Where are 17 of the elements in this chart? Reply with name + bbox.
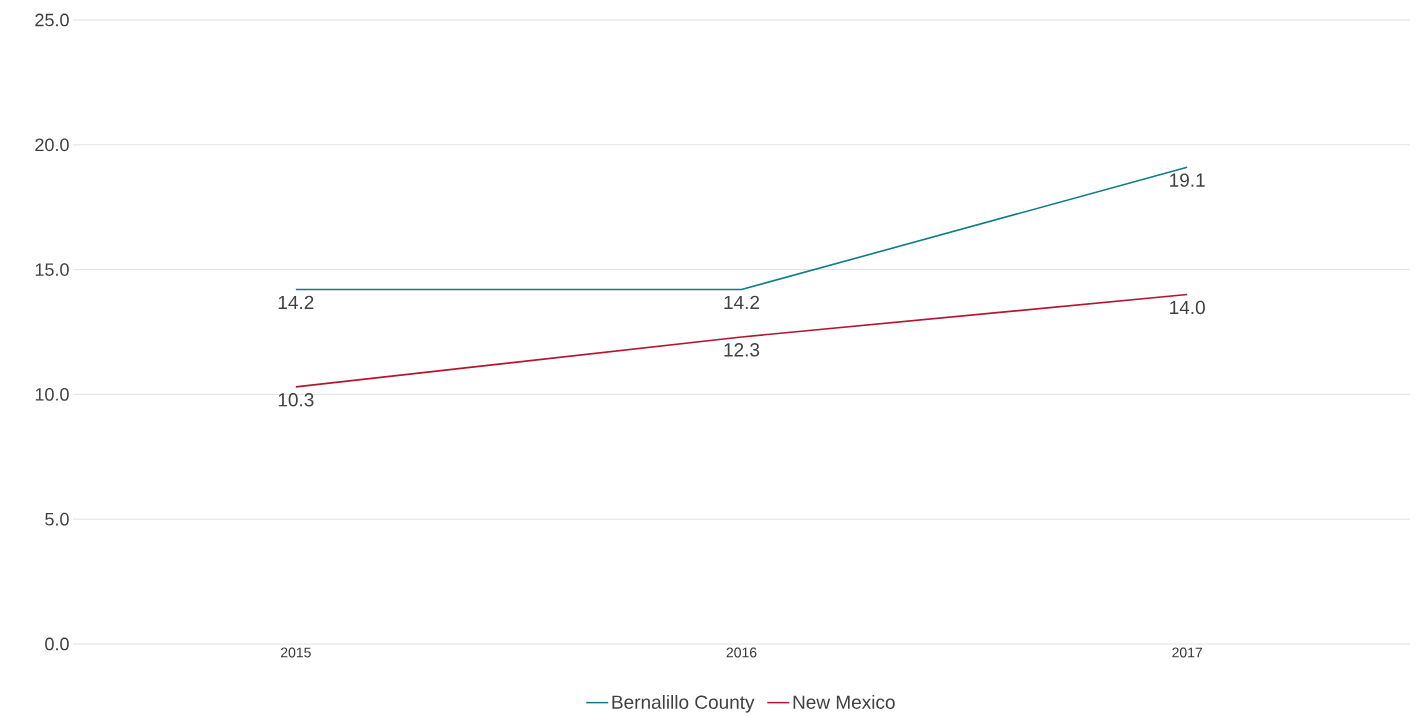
x-tick-label: 2015 bbox=[280, 647, 311, 658]
data-label: 14.2 bbox=[278, 295, 314, 309]
data-label: 12.3 bbox=[724, 343, 760, 357]
y-tick-label: 25.0 bbox=[35, 13, 69, 27]
y-tick-label: 5.0 bbox=[45, 512, 69, 526]
data-label: 19.1 bbox=[1170, 173, 1205, 187]
y-tick-label: 0.0 bbox=[45, 637, 69, 651]
data-label: 10.3 bbox=[278, 393, 314, 407]
data-label: 14.0 bbox=[1170, 300, 1205, 315]
legend-label: New Mexico bbox=[793, 694, 895, 709]
y-tick-label: 15.0 bbox=[35, 263, 69, 276]
y-tick-label: 10.0 bbox=[35, 388, 69, 401]
data-label: 14.2 bbox=[724, 295, 760, 309]
legend-label: Bernalillo County bbox=[612, 694, 755, 713]
x-tick-label: 2017 bbox=[1172, 647, 1203, 658]
x-tick-label: 2016 bbox=[726, 647, 757, 658]
y-tick-label: 20.0 bbox=[35, 138, 69, 152]
